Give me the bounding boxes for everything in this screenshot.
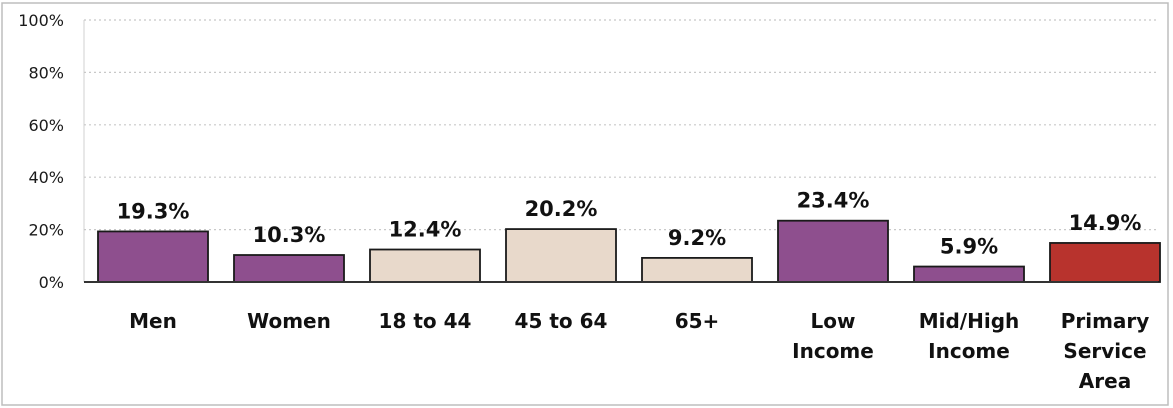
bar: [97, 230, 209, 283]
y-tick-label: 60%: [28, 116, 64, 135]
y-tick-label: 20%: [28, 221, 64, 240]
data-label: 20.2%: [525, 197, 598, 221]
category-label-line: Mid/High: [919, 309, 1020, 333]
category-labels: Men Women 18 to 44 45 to 64 65+ Low IncomeMid/…: [129, 309, 1149, 393]
category-label: 18 to 44: [379, 309, 472, 333]
data-label: 10.3%: [253, 223, 326, 247]
data-label: 5.9%: [940, 235, 998, 259]
category-label: Men: [129, 309, 177, 333]
data-label: 9.2%: [668, 226, 726, 250]
category-label-line: Service: [1063, 339, 1146, 363]
bar: [641, 256, 753, 283]
category-label: Mid/High Income: [919, 309, 1020, 363]
bar: [1049, 242, 1161, 283]
y-tick-label: 0%: [39, 273, 64, 292]
gridlines: [84, 19, 1158, 231]
y-tick-label: 80%: [28, 63, 64, 82]
bar: [369, 248, 481, 283]
bar: [913, 265, 1025, 283]
category-label: Primary Service Area: [1061, 309, 1150, 393]
y-axis-tick-labels: 0% 20% 40% 60% 80% 100%: [18, 11, 64, 292]
data-labels: 19.3% 10.3% 12.4% 20.2% 9.2% 23.4% 5.9% 14.9%: [117, 189, 1142, 259]
category-label-line: 18 to 44: [379, 309, 472, 333]
bar: [777, 219, 889, 283]
category-label-line: Area: [1079, 369, 1131, 393]
data-label: 23.4%: [797, 189, 870, 213]
category-label-line: Men: [129, 309, 177, 333]
bar: [505, 228, 617, 283]
data-label: 14.9%: [1069, 211, 1142, 235]
category-label-line: Low: [811, 309, 856, 333]
data-label: 19.3%: [117, 199, 190, 223]
category-label-line: Income: [792, 339, 874, 363]
category-label: 45 to 64: [515, 309, 608, 333]
category-label-line: 65+: [675, 309, 720, 333]
category-label: Women: [247, 309, 331, 333]
category-label-line: Income: [928, 339, 1010, 363]
data-label: 12.4%: [389, 218, 462, 242]
y-tick-label: 40%: [28, 168, 64, 187]
category-label-line: 45 to 64: [515, 309, 608, 333]
category-label: 65+: [675, 309, 720, 333]
bar: [233, 254, 345, 283]
category-label-line: Primary: [1061, 309, 1150, 333]
y-tick-label: 100%: [18, 11, 64, 30]
category-label-line: Women: [247, 309, 331, 333]
category-label: Low Income: [792, 309, 874, 363]
